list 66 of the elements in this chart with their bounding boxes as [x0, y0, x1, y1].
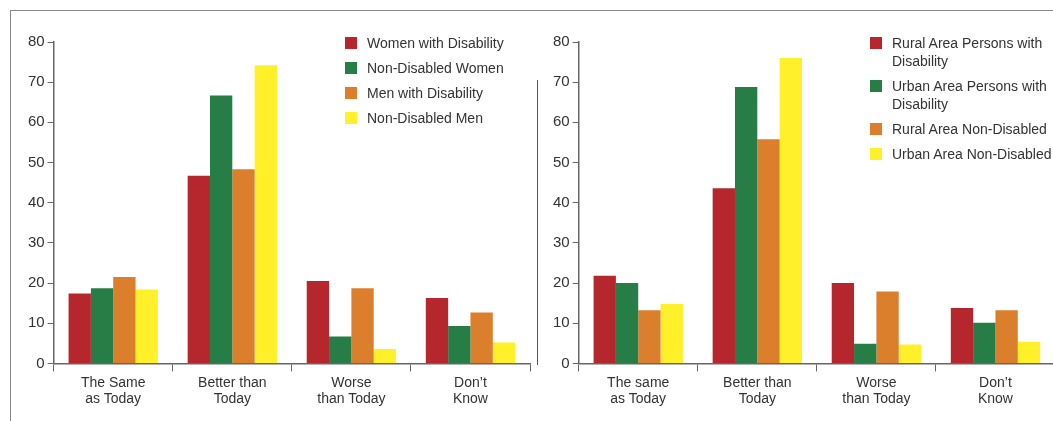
bar — [1017, 341, 1041, 363]
bar — [209, 95, 233, 363]
bar — [90, 288, 114, 363]
legend-label: Men with Disability — [367, 84, 483, 102]
legend-label: Non-Disabled Women — [367, 59, 504, 77]
bar — [876, 291, 899, 363]
x-tick-label: Worse than Today — [842, 373, 911, 407]
y-tick-label: 0 — [561, 353, 570, 371]
y-tick-label: 40 — [28, 192, 45, 210]
x-tick-label: Don’t Know — [452, 373, 489, 407]
legend-label: Rural Area Persons with Disability — [892, 34, 1044, 70]
bar — [660, 303, 683, 363]
bar — [734, 87, 758, 363]
y-tick-label: 70 — [553, 72, 570, 90]
legend-label: Urban Area Non-Disabled — [892, 145, 1052, 163]
bar — [779, 58, 802, 363]
y-tick-label: 30 — [553, 233, 570, 251]
bar — [425, 297, 449, 363]
bar — [329, 336, 352, 363]
x-tick-label: Don’t Know — [977, 373, 1014, 407]
bar — [831, 283, 855, 363]
x-tick-label: Worse than Today — [317, 373, 386, 407]
bar — [68, 293, 91, 363]
bar — [898, 344, 922, 363]
y-tick-label: 20 — [28, 273, 45, 291]
bar — [470, 312, 493, 363]
y-tick-label: 80 — [553, 32, 570, 50]
y-tick-label: 60 — [553, 112, 570, 130]
x-tick-label: The same as Today — [607, 373, 670, 407]
x-tick-label: The Same as Today — [80, 373, 146, 407]
y-tick-label: 0 — [36, 353, 45, 371]
bar — [135, 289, 158, 363]
bar — [593, 275, 616, 363]
y-tick-label: 80 — [28, 32, 45, 50]
legend-label: Women with Disability — [367, 34, 504, 52]
bar — [757, 139, 780, 363]
bar — [306, 281, 330, 363]
legend-label: Non-Disabled Men — [367, 109, 483, 127]
x-tick-label: Better than Today — [723, 373, 792, 407]
bar — [712, 188, 735, 363]
y-tick-label: 10 — [553, 313, 570, 331]
y-tick-label: 70 — [28, 72, 45, 90]
bar — [373, 348, 397, 363]
y-tick-label: 50 — [28, 152, 45, 170]
bar — [187, 175, 210, 363]
y-tick-label: 60 — [28, 112, 45, 130]
bar — [950, 307, 974, 363]
y-tick-label: 20 — [553, 273, 570, 291]
y-tick-label: 10 — [28, 313, 45, 331]
bar — [351, 288, 374, 363]
y-tick-label: 30 — [28, 233, 45, 251]
bar — [973, 322, 996, 363]
y-tick-label: 50 — [553, 152, 570, 170]
bar — [615, 283, 639, 363]
bar — [638, 310, 661, 363]
bar — [448, 326, 471, 363]
bar — [113, 277, 136, 363]
bar — [995, 310, 1018, 363]
bar — [492, 342, 516, 363]
x-tick-label: Better than Today — [198, 373, 267, 407]
y-tick-label: 40 — [553, 192, 570, 210]
legend-label: Rural Area Non-Disabled — [892, 120, 1047, 138]
bar — [854, 343, 877, 363]
bar — [232, 169, 255, 363]
bar — [254, 65, 277, 363]
legend-label: Urban Area Persons with Disability — [892, 77, 1048, 113]
